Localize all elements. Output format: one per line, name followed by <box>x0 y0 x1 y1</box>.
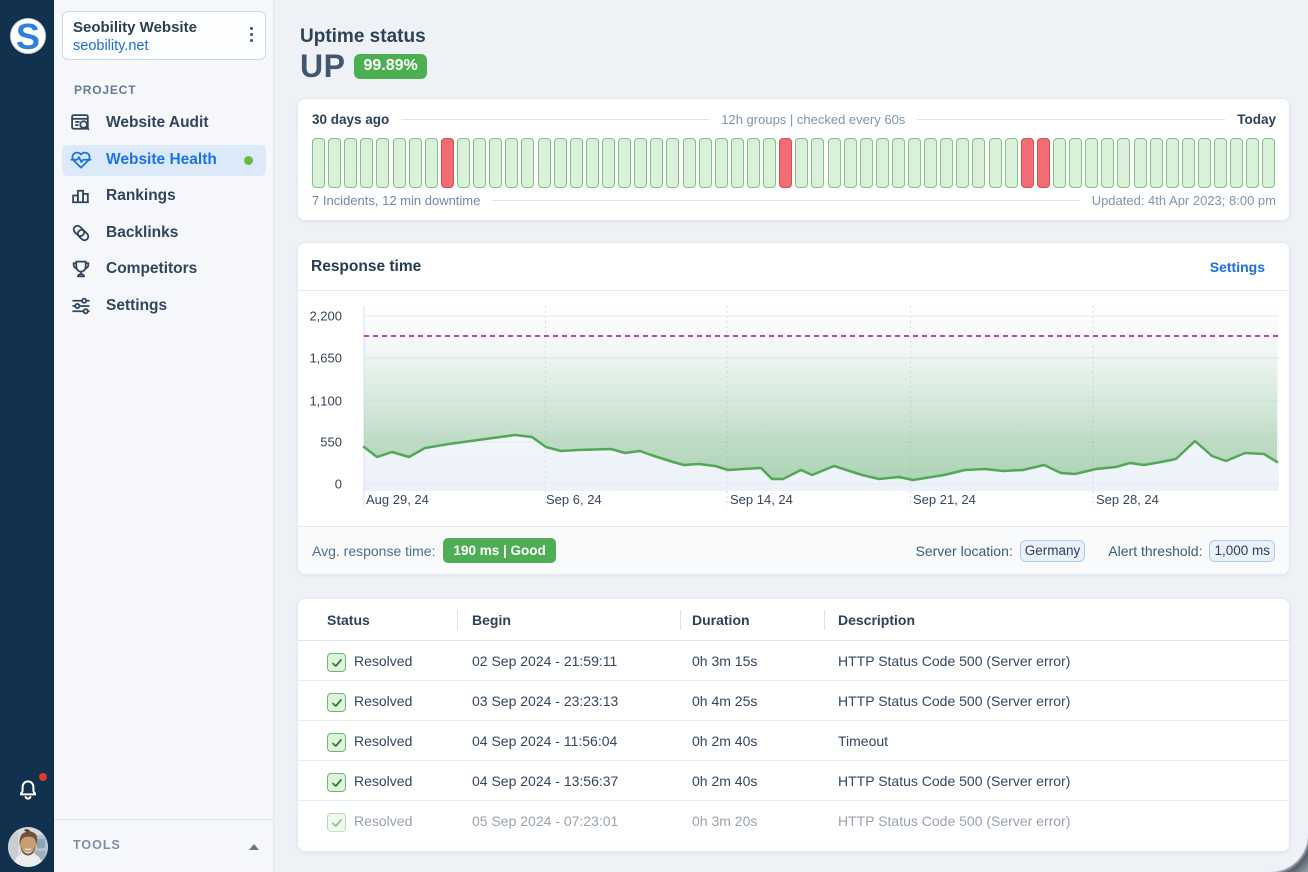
svg-text:Sep 28, 24: Sep 28, 24 <box>1096 492 1159 507</box>
svg-text:Sep 21, 24: Sep 21, 24 <box>913 492 976 507</box>
svg-text:550: 550 <box>320 435 342 450</box>
svg-text:2,200: 2,200 <box>309 309 342 324</box>
svg-text:Sep 6, 24: Sep 6, 24 <box>546 492 602 507</box>
svg-text:Sep 14, 24: Sep 14, 24 <box>730 492 793 507</box>
svg-text:Aug 29, 24: Aug 29, 24 <box>366 492 429 507</box>
svg-text:S: S <box>16 18 40 54</box>
svg-text:1,100: 1,100 <box>309 394 342 409</box>
svg-text:0: 0 <box>335 477 342 492</box>
svg-text:1,650: 1,650 <box>309 351 342 366</box>
